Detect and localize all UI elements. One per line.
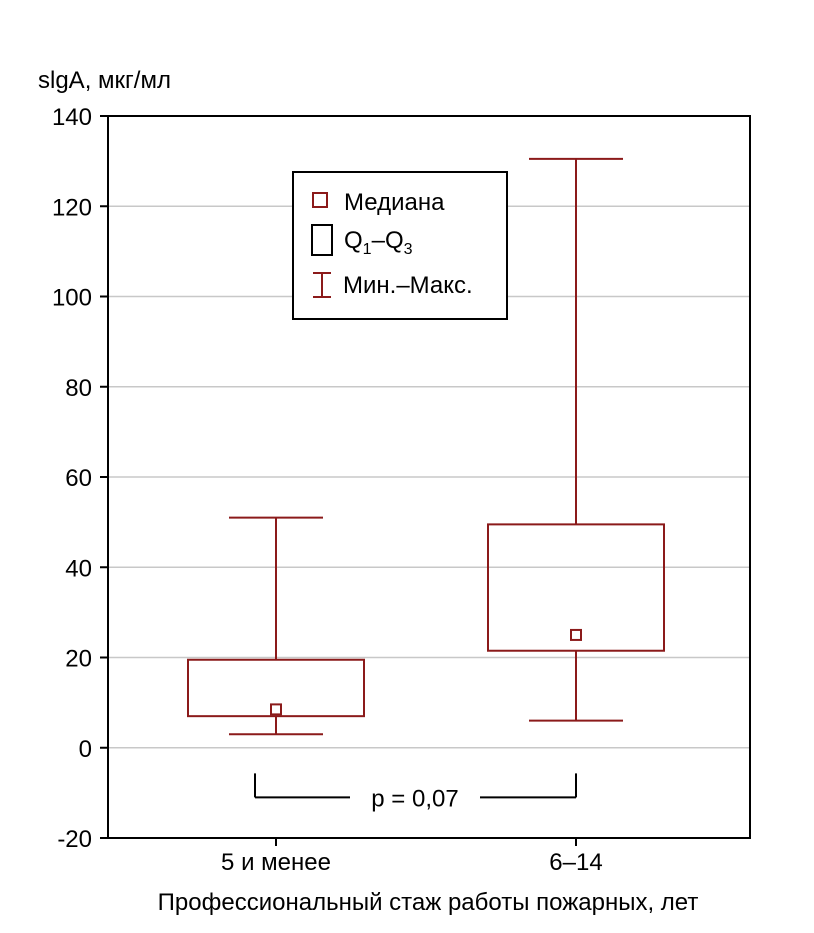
y-tick-label: -20 bbox=[57, 826, 92, 853]
legend-q3-sub: 3 bbox=[404, 241, 413, 258]
legend-median-label: Медиана bbox=[344, 189, 445, 216]
grid-lines bbox=[108, 205, 750, 749]
y-tick-label: 40 bbox=[65, 555, 92, 582]
y-ticks: 140 120 100 80 60 40 20 0 -20 bbox=[52, 104, 108, 853]
legend: Медиана Q1–Q3 Мин.–Макс. bbox=[292, 171, 508, 320]
median-marker bbox=[570, 628, 582, 641]
quartile-box bbox=[487, 523, 665, 652]
legend-q3-base: Q bbox=[385, 227, 404, 254]
quartile-box bbox=[187, 658, 365, 718]
y-tick-label: 80 bbox=[65, 375, 92, 402]
plot-frame bbox=[107, 115, 751, 839]
y-tick-label: 0 bbox=[79, 736, 92, 763]
y-axis-label: slgA, мкг/мл bbox=[38, 67, 171, 94]
legend-q1-base: Q bbox=[344, 227, 363, 254]
legend-box bbox=[292, 171, 508, 320]
y-tick-label: 140 bbox=[52, 104, 92, 131]
box-plots bbox=[187, 157, 665, 736]
y-tick-label: 120 bbox=[52, 194, 92, 221]
x-tick-label: 6–14 bbox=[549, 849, 602, 876]
p-value-label: p = 0,07 bbox=[371, 785, 458, 812]
legend-quartile-marker bbox=[311, 224, 333, 256]
p-value-bracket: p = 0,07 bbox=[254, 773, 577, 812]
x-ticks: 5 и менее 6–14 bbox=[221, 838, 603, 876]
box-group bbox=[187, 516, 365, 736]
legend-quartile-dash: – bbox=[372, 227, 386, 254]
median-marker bbox=[270, 703, 282, 716]
y-tick-label: 20 bbox=[65, 646, 92, 673]
y-tick-label: 100 bbox=[52, 285, 92, 312]
legend-range-label: Мин.–Макс. bbox=[343, 272, 473, 299]
x-axis-label: Профессиональный стаж работы пожарных, л… bbox=[158, 889, 699, 916]
legend-q1-sub: 1 bbox=[363, 241, 372, 258]
y-tick-label: 60 bbox=[65, 465, 92, 492]
box-group bbox=[487, 157, 665, 722]
legend-median-marker bbox=[312, 192, 328, 208]
legend-quartile-label: Q1–Q3 bbox=[344, 227, 413, 258]
x-tick-label: 5 и менее bbox=[221, 849, 331, 876]
